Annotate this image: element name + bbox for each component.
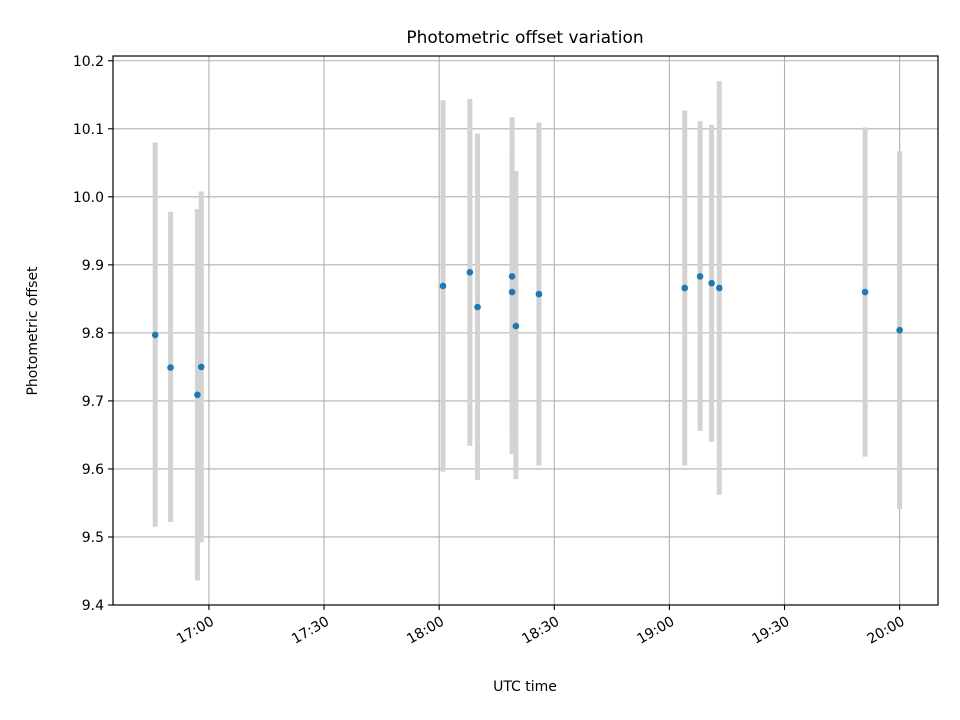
y-tick-label: 9.8 bbox=[82, 326, 104, 342]
data-points bbox=[151, 269, 903, 399]
data-point-4 bbox=[439, 282, 447, 290]
y-tick-label: 10.2 bbox=[73, 54, 104, 70]
data-point-9 bbox=[512, 322, 520, 330]
x-axis-label: UTC time bbox=[493, 679, 557, 695]
y-tick-label: 9.5 bbox=[82, 530, 104, 546]
y-tick-label: 9.6 bbox=[82, 462, 104, 478]
data-point-2 bbox=[194, 391, 201, 399]
data-point-12 bbox=[696, 273, 704, 280]
data-point-1 bbox=[167, 364, 174, 371]
y-tick-label: 10.1 bbox=[73, 122, 104, 138]
y-tick-label: 10.0 bbox=[73, 190, 104, 206]
data-point-14 bbox=[715, 284, 723, 292]
y-tick-label: 9.4 bbox=[82, 598, 104, 614]
data-point-0 bbox=[151, 331, 159, 339]
y-tick-label: 9.9 bbox=[82, 258, 104, 274]
y-axis-label: Photometric offset bbox=[25, 266, 41, 396]
y-axis-ticks: 9.4 9.5 9.6 9.7 9.8 9.9 10.0 10.1 10.2 bbox=[73, 54, 113, 614]
data-point-13 bbox=[708, 279, 715, 287]
plot-frame bbox=[112, 55, 939, 606]
data-point-6 bbox=[474, 303, 481, 311]
data-point-11 bbox=[681, 284, 689, 292]
data-point-16 bbox=[896, 326, 903, 334]
data-point-8 bbox=[508, 273, 516, 280]
data-point-3 bbox=[197, 363, 205, 371]
data-point-7 bbox=[508, 288, 516, 296]
chart-title: Photometric offset variation bbox=[406, 28, 643, 48]
data-point-5 bbox=[466, 269, 474, 276]
y-tick-label: 9.7 bbox=[82, 394, 104, 410]
data-point-15 bbox=[861, 288, 869, 296]
data-point-10 bbox=[535, 290, 543, 298]
